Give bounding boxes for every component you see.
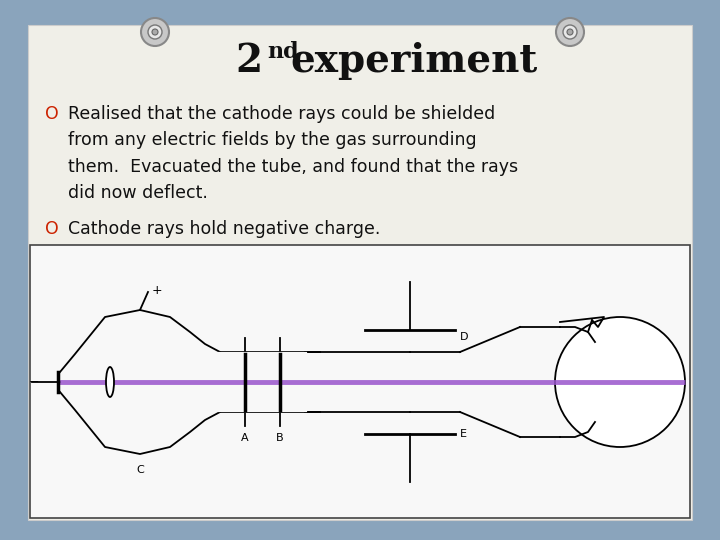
Text: E: E [460, 429, 467, 439]
Circle shape [152, 29, 158, 35]
Text: O: O [45, 105, 59, 123]
Text: −: − [29, 375, 40, 388]
Text: Realised that the cathode rays could be shielded
from any electric fields by the: Realised that the cathode rays could be … [68, 105, 518, 202]
Text: D: D [460, 332, 469, 342]
Circle shape [148, 25, 162, 39]
Text: C: C [136, 465, 144, 475]
Circle shape [141, 18, 169, 46]
Text: nd: nd [267, 41, 299, 63]
Text: O: O [45, 220, 59, 238]
Circle shape [555, 317, 685, 447]
Circle shape [567, 29, 573, 35]
Circle shape [556, 18, 584, 46]
Text: A: A [241, 433, 249, 443]
Ellipse shape [106, 367, 114, 397]
FancyBboxPatch shape [28, 25, 692, 520]
Circle shape [563, 25, 577, 39]
FancyBboxPatch shape [30, 245, 690, 518]
Text: experiment: experiment [290, 42, 537, 80]
Text: 2: 2 [236, 42, 263, 80]
Text: +: + [152, 284, 163, 296]
Text: B: B [276, 433, 284, 443]
Text: Cathode rays hold negative charge.: Cathode rays hold negative charge. [68, 220, 380, 238]
